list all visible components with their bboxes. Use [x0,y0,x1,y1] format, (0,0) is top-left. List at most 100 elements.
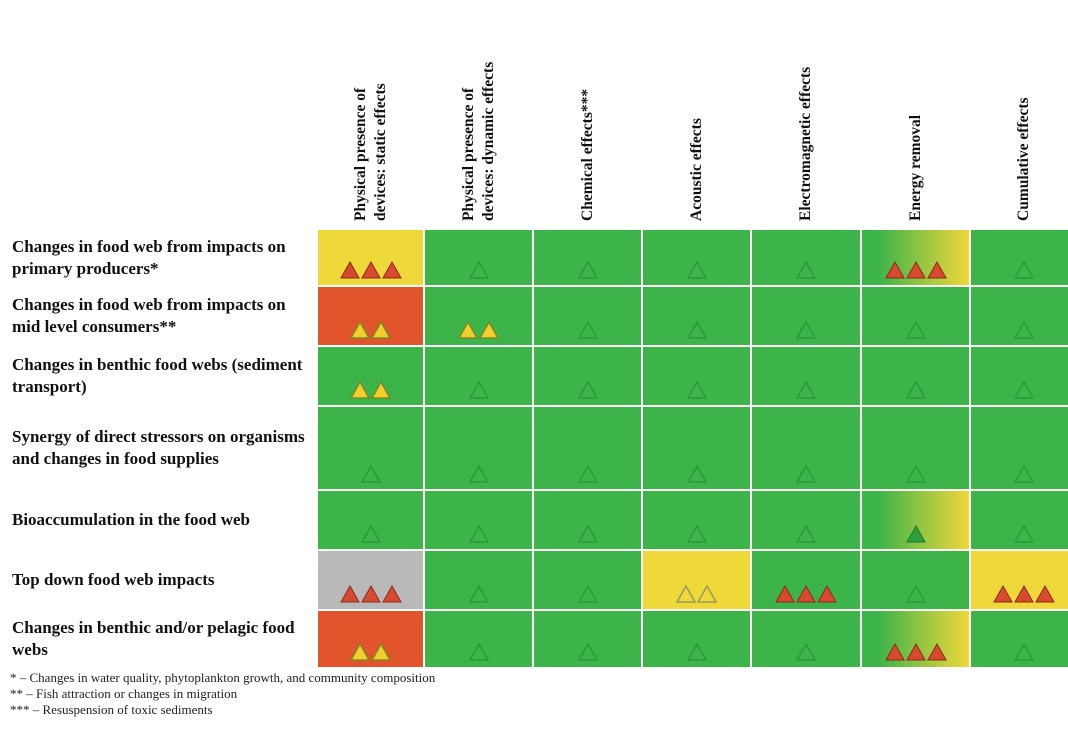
triangle-icon [905,321,926,339]
triangle-icon [905,585,926,603]
triangle-icon [1013,261,1034,279]
triangle-icon [468,643,489,661]
triangle-icon [884,643,905,661]
triangle-icon [371,381,391,399]
row-label-text: Bioaccumulation in the food web [12,510,251,529]
matrix-cell [643,551,750,609]
matrix-cell [971,491,1068,549]
column-header: Cumulative effects [971,0,1068,225]
matrix-cell [425,347,532,405]
matrix-cell [971,551,1068,609]
footnotes: * – Changes in water quality, phytoplank… [10,670,435,718]
triangle-icon [468,525,489,543]
matrix-cell [643,491,750,549]
footnote-1: * – Changes in water quality, phytoplank… [10,670,436,685]
triangle-icon [577,261,598,279]
column-header: Electromagnetic effects [752,0,860,225]
triangle-icon [992,585,1013,603]
triangle-icon [884,261,905,279]
matrix-cell [534,287,641,345]
triangle-icon [360,261,381,279]
triangle-icon [796,381,816,399]
impact-matrix [318,230,1068,667]
triangle-icon [926,261,947,279]
matrix-cell [862,611,969,667]
row-label-text: Changes in food web from impacts on prim… [12,236,286,278]
matrix-cell [971,407,1068,489]
triangle-icon [381,585,402,603]
matrix-cell [752,347,860,405]
triangle-icon [371,643,391,661]
matrix-cell [534,347,641,405]
matrix-cell [862,407,969,489]
triangle-icon [350,643,370,661]
matrix-cell [425,407,532,489]
matrix-cell [534,491,641,549]
matrix-cell [752,287,860,345]
triangle-icon [468,585,489,603]
column-header: Energy removal [862,0,969,225]
triangle-icon [686,465,707,483]
triangle-icon [905,643,926,661]
triangle-icon [468,465,489,483]
matrix-cell [862,491,969,549]
matrix-cell [971,287,1068,345]
triangle-icon [468,381,489,399]
triangle-icon [796,321,816,339]
matrix-cell [318,347,423,405]
triangle-icon [796,643,816,661]
matrix-cell [971,611,1068,667]
column-header: Acoustic effects [643,0,750,225]
row-label-text: Changes in benthic and/or pelagic food w… [12,618,295,659]
triangle-icon [697,585,717,603]
triangle-icon [381,261,402,279]
matrix-cell [971,347,1068,405]
matrix-cell [752,491,860,549]
triangle-icon [577,321,598,339]
matrix-cell [862,551,969,609]
row-label-text: Changes in benthic food webs (sediment t… [12,355,303,396]
triangle-icon [676,585,696,603]
triangle-icon [905,261,926,279]
triangle-icon [468,261,489,279]
matrix-cell [318,491,423,549]
matrix-cell [534,407,641,489]
row-label: Changes in food web from impacts on mid … [12,287,308,345]
triangle-icon [458,321,478,339]
matrix-cell [862,287,969,345]
matrix-cell [534,230,641,285]
matrix-cell [752,407,860,489]
triangle-icon [796,261,816,279]
triangle-icon [350,321,370,339]
triangle-icon [796,525,816,543]
triangle-icon [360,465,381,483]
triangle-icon [905,381,926,399]
matrix-cell [862,230,969,285]
triangle-icon [339,261,360,279]
triangle-icon [1013,321,1034,339]
column-header: Chemical effects*** [534,0,641,225]
triangle-icon [796,585,816,603]
triangle-icon [775,585,795,603]
triangle-icon [339,585,360,603]
triangle-icon [686,381,707,399]
row-label-text: Synergy of direct stressors on organisms… [12,427,305,468]
matrix-cell [425,287,532,345]
row-label: Top down food web impacts [12,551,308,609]
triangle-icon [905,465,926,483]
column-header-line: Acoustic effects [687,118,705,221]
triangle-icon [686,321,707,339]
row-label-text: Changes in food web from impacts on mid … [12,295,286,336]
matrix-cell [318,230,423,285]
triangle-icon [577,643,598,661]
triangle-icon [1013,381,1034,399]
column-header-line: devices: dynamic effects [479,61,497,221]
triangle-icon [577,585,598,603]
column-header-line: devices: static effects [371,83,389,221]
matrix-cell [534,551,641,609]
column-header-line: Chemical effects*** [578,88,596,221]
triangle-icon [686,643,707,661]
matrix-cell [425,230,532,285]
matrix-cell [643,407,750,489]
triangle-icon [1013,585,1034,603]
